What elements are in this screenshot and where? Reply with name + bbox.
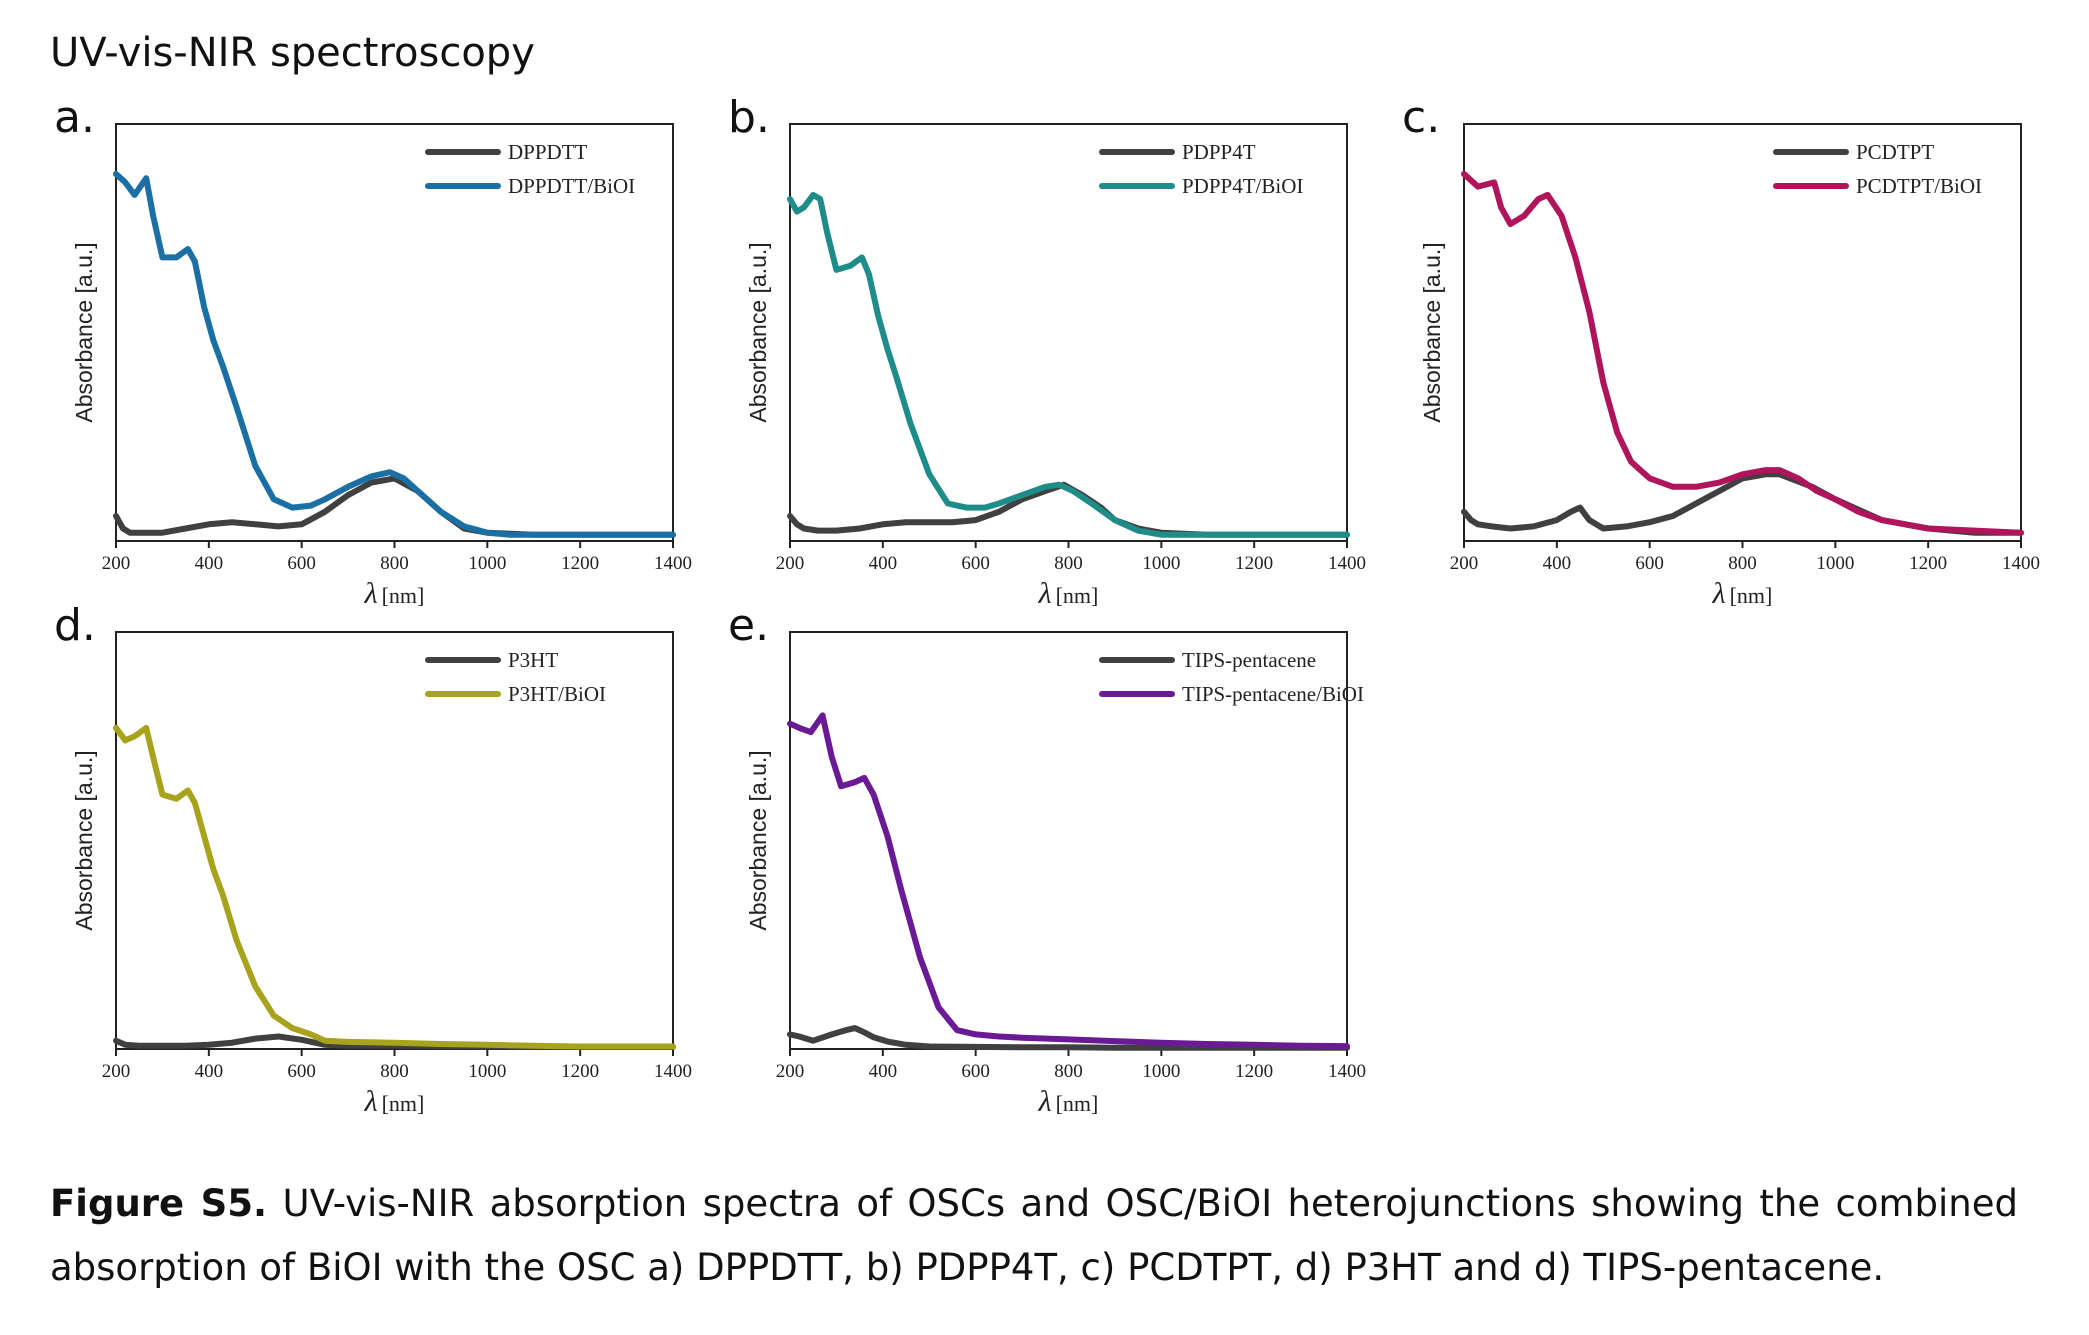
legend-label: DPPDTT (508, 140, 588, 164)
x-tick-label: 1400 (2002, 553, 2040, 574)
panel-letter: c. (1402, 92, 1441, 143)
x-tick-label: 200 (776, 1061, 805, 1082)
x-tick-label: 200 (102, 1061, 131, 1082)
x-tick-label: 1000 (1142, 1061, 1180, 1082)
x-tick-label: 1200 (561, 553, 599, 574)
x-tick-label: 1400 (654, 1061, 692, 1082)
chart-svg: 200 400 600 800 1000 1200 1400 λ [nm] Absorbance … (1419, 123, 2040, 610)
x-tick-label: 800 (1728, 553, 1757, 574)
chart-svg: 200 400 600 800 1000 1200 1400 λ [nm] Absorbance … (745, 123, 1366, 610)
chart-svg: 200 400 600 800 1000 1200 1400 λ [nm] Absorbance … (745, 631, 1366, 1118)
x-tick-label: 600 (961, 553, 990, 574)
series-line (1461, 171, 2024, 536)
legend-label: TIPS-pentacene (1182, 648, 1316, 672)
x-tick-label: 1200 (1235, 1061, 1273, 1082)
chart-panel: a. 200 400 600 800 1000 1200 1400 λ [nm] Absorbanc… (50, 92, 710, 620)
x-axis-label: λ [nm] (364, 577, 425, 610)
chart-svg: 200 400 600 800 1000 1200 1400 λ [nm] Absorbance … (71, 631, 692, 1118)
x-tick-label: 1400 (1328, 553, 1366, 574)
chart-panel: d. 200 400 600 800 1000 1200 1400 λ [nm] Absorbanc… (50, 600, 710, 1128)
x-axis-label: λ [nm] (1038, 577, 1099, 610)
x-tick-label: 600 (287, 1061, 316, 1082)
x-tick-label: 200 (776, 553, 805, 574)
x-tick-label: 1000 (468, 1061, 506, 1082)
y-axis-label: Absorbance [a.u.] (745, 750, 771, 930)
y-axis-label: Absorbance [a.u.] (71, 242, 97, 422)
y-axis-label: Absorbance [a.u.] (745, 242, 771, 422)
y-axis-label: Absorbance [a.u.] (1419, 242, 1445, 422)
x-tick-label: 600 (287, 553, 316, 574)
x-tick-label: 1200 (1235, 553, 1273, 574)
series-line (787, 191, 1350, 538)
caption-label: Figure S5. (50, 1182, 268, 1225)
legend-label: TIPS-pentacene/BiOI (1182, 682, 1364, 706)
x-tick-label: 800 (1054, 553, 1083, 574)
legend-label: P3HT/BiOI (508, 682, 606, 706)
legend-label: DPPDTT/BiOI (508, 174, 635, 198)
x-tick-label: 800 (1054, 1061, 1083, 1082)
chart-panel: b. 200 400 600 800 1000 1200 1400 λ [nm] Absorbanc… (724, 92, 1384, 620)
x-axis-label: λ [nm] (364, 1085, 425, 1118)
legend-label: PDPP4T (1182, 140, 1256, 164)
x-axis-label: λ [nm] (1712, 577, 1773, 610)
x-tick-label: 200 (1450, 553, 1479, 574)
chart-panel: e. 200 400 600 800 1000 1200 1400 λ [nm] Absorbanc… (724, 600, 1384, 1128)
x-tick-label: 1200 (561, 1061, 599, 1082)
y-axis-label: Absorbance [a.u.] (71, 750, 97, 930)
series-line (1461, 471, 2024, 536)
x-tick-label: 400 (869, 553, 898, 574)
legend-label: P3HT (508, 648, 558, 672)
series-line (113, 724, 676, 1050)
x-tick-label: 400 (195, 553, 224, 574)
x-tick-label: 1400 (654, 553, 692, 574)
x-tick-label: 800 (380, 553, 409, 574)
x-tick-label: 1000 (1816, 553, 1854, 574)
legend-label: PCDTPT (1856, 140, 1934, 164)
x-tick-label: 400 (1543, 553, 1572, 574)
chart-panel: c. 200 400 600 800 1000 1200 1400 λ [nm] Absorbanc… (1398, 92, 2058, 620)
x-tick-label: 1200 (1909, 553, 1947, 574)
chart-svg: 200 400 600 800 1000 1200 1400 λ [nm] Absorbance … (71, 123, 692, 610)
panel-letter: a. (54, 92, 95, 143)
x-tick-label: 400 (869, 1061, 898, 1082)
panel-letter: e. (728, 600, 770, 651)
x-axis-label: λ [nm] (1038, 1085, 1099, 1118)
x-tick-label: 1000 (468, 553, 506, 574)
figure-caption: Figure S5. UV-vis-NIR absorption spectra… (50, 1172, 2018, 1300)
x-tick-label: 600 (1635, 553, 1664, 574)
panel-letter: b. (728, 92, 770, 143)
x-tick-label: 1000 (1142, 553, 1180, 574)
series-line (787, 712, 1350, 1050)
legend-label: PDPP4T/BiOI (1182, 174, 1303, 198)
panel-letter: d. (54, 600, 96, 651)
series-line (113, 171, 676, 538)
page-title: UV-vis-NIR spectroscopy (50, 30, 535, 76)
x-tick-label: 400 (195, 1061, 224, 1082)
legend-label: PCDTPT/BiOI (1856, 174, 1982, 198)
x-tick-label: 200 (102, 553, 131, 574)
series-line (113, 475, 676, 538)
x-tick-label: 600 (961, 1061, 990, 1082)
series-line (787, 1025, 1350, 1051)
caption-text: UV-vis-NIR absorption spectra of OSCs an… (50, 1182, 2018, 1289)
x-tick-label: 800 (380, 1061, 409, 1082)
x-tick-label: 1400 (1328, 1061, 1366, 1082)
